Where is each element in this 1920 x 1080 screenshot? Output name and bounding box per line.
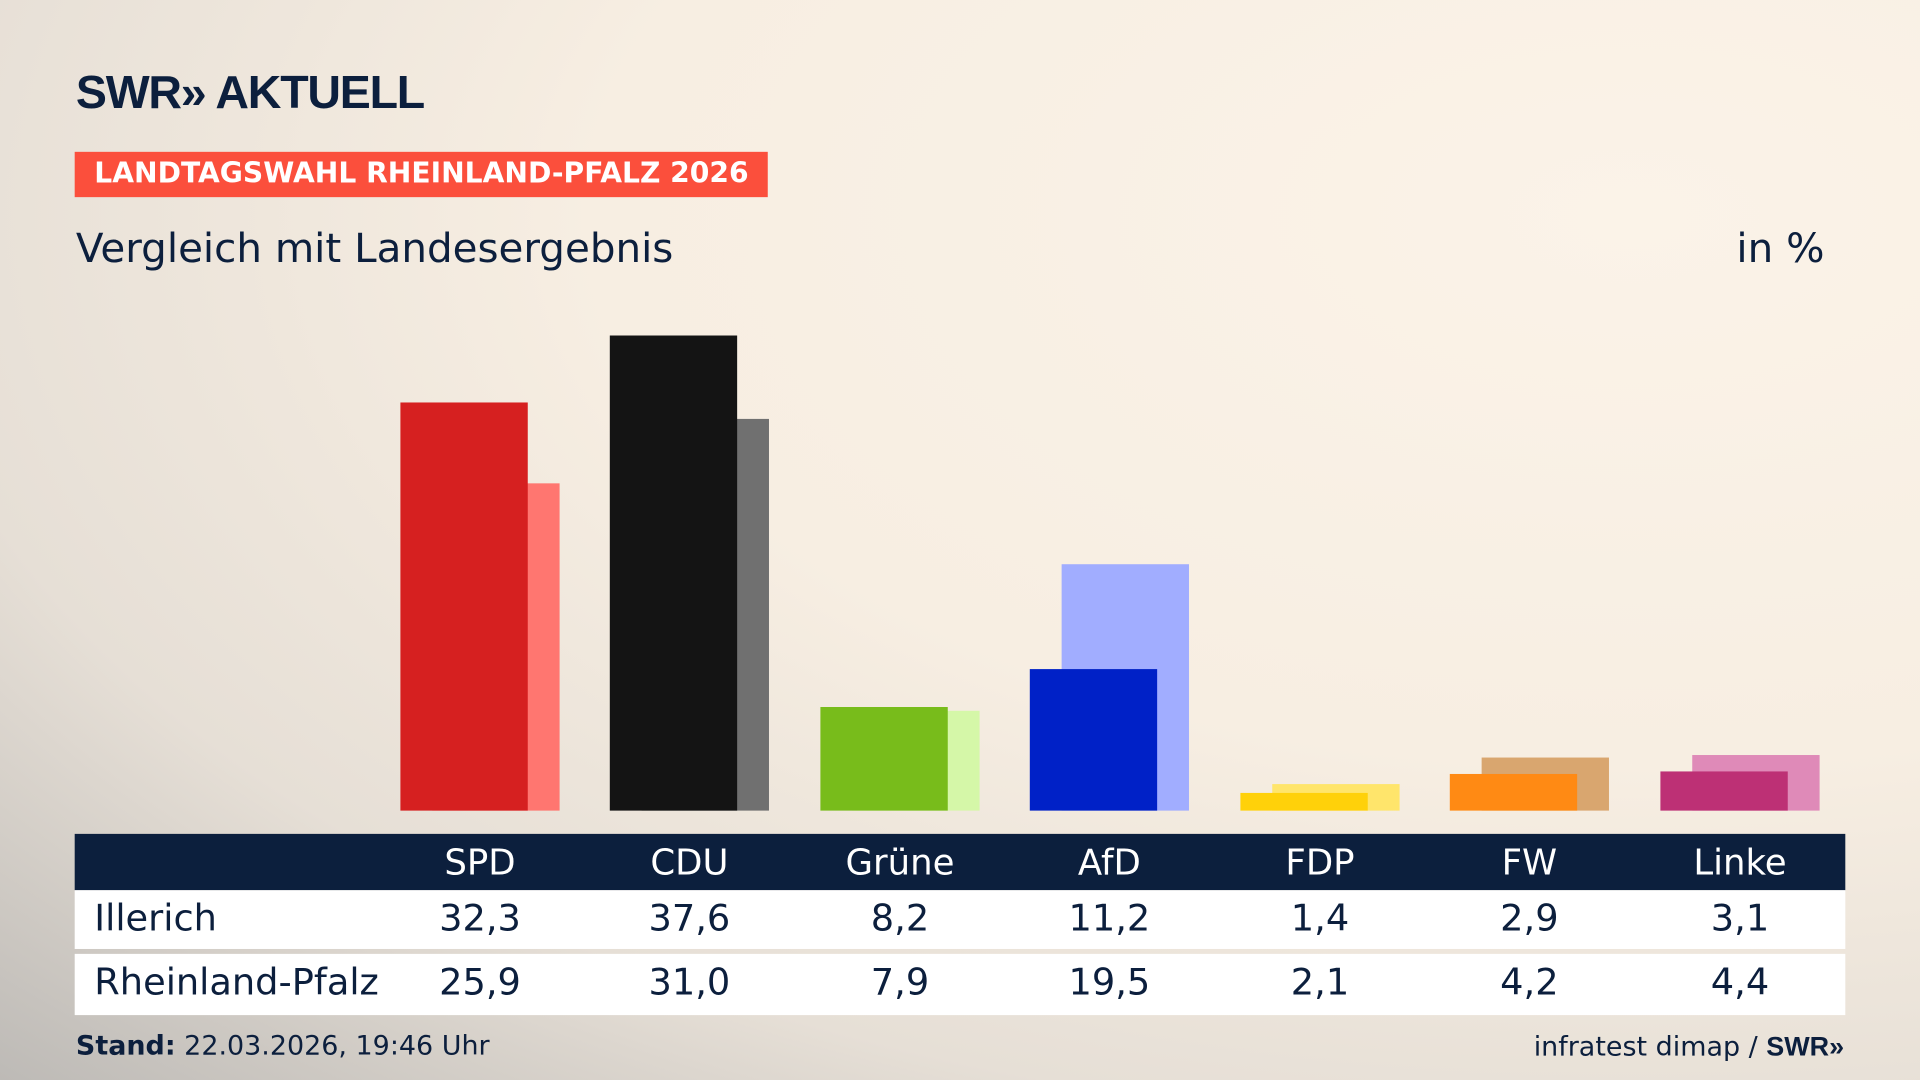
table-cell: 2,1 xyxy=(1290,961,1350,1005)
table-cell: 32,3 xyxy=(439,897,521,941)
bar-fw-local xyxy=(1449,773,1578,811)
table-cell: 19,5 xyxy=(1068,961,1151,1005)
table-header: SPD CDU Grüne AfD FDP FW Linke xyxy=(74,833,1846,891)
election-badge: LANDTAGSWAHL RHEINLAND-PFALZ 2026 xyxy=(74,151,769,198)
table-row: Illerich 32,3 37,6 8,2 11,2 1,4 2,9 3,1 xyxy=(74,890,1846,949)
bar-grüne-local xyxy=(820,706,948,811)
results-table: SPD CDU Grüne AfD FDP FW Linke Illerich 32,3 37,… xyxy=(74,833,1846,1016)
row-label: Illerich xyxy=(94,897,217,941)
swr-aktuell-logo: SWR» AKTUELL xyxy=(75,67,425,119)
column-header: SPD xyxy=(444,841,516,883)
bar-afd-local xyxy=(1029,669,1158,811)
stand-value: 22.03.2026, 19:46 Uhr xyxy=(175,1031,490,1062)
chart-subtitle: Vergleich mit Landesergebnis xyxy=(75,224,674,272)
column-header: Linke xyxy=(1693,841,1787,883)
swr-logo: SWR» xyxy=(1766,1031,1845,1062)
column-header: FW xyxy=(1501,841,1558,883)
timestamp: Stand: 22.03.2026, 19:46 Uhr xyxy=(76,1031,490,1062)
source: infratest dimap / SWR» xyxy=(1534,1031,1844,1063)
bar-cdu-local xyxy=(609,335,738,811)
column-header: Grüne xyxy=(845,841,955,883)
source-text: infratest dimap / xyxy=(1533,1032,1767,1063)
column-header: FDP xyxy=(1285,841,1355,883)
table-cell: 25,9 xyxy=(439,961,521,1005)
table-cell: 3,1 xyxy=(1710,897,1770,941)
row-label: Rheinland-Pfalz xyxy=(94,961,379,1005)
table-cell: 4,4 xyxy=(1710,961,1770,1005)
bar-linke-local xyxy=(1660,771,1788,811)
stand-label: Stand: xyxy=(75,1031,176,1062)
table-cell: 11,2 xyxy=(1068,897,1151,941)
column-header: AfD xyxy=(1077,841,1141,883)
table-cell: 1,4 xyxy=(1290,897,1350,941)
table-row: Rheinland-Pfalz 25,9 31,0 7,9 19,5 2,1 4,2 4,4 xyxy=(74,953,1846,1016)
table-cell: 2,9 xyxy=(1500,897,1559,941)
column-header: CDU xyxy=(650,841,729,883)
table-cell: 37,6 xyxy=(648,897,731,941)
bar-fdp-local xyxy=(1240,792,1368,811)
unit-label: in % xyxy=(1736,224,1825,272)
table-cell: 7,9 xyxy=(870,961,930,1005)
bar-spd-local xyxy=(400,402,528,811)
table-cell: 4,2 xyxy=(1500,961,1559,1005)
table-cell: 31,0 xyxy=(648,961,731,1005)
table-cell: 8,2 xyxy=(870,897,930,941)
